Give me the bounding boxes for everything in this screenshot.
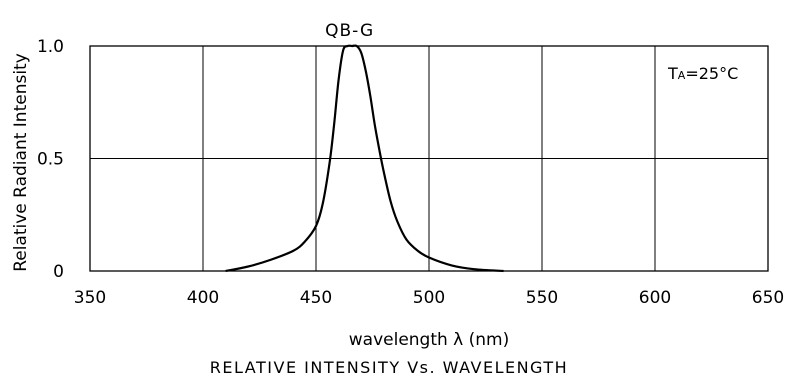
temperature-annotation: TA=25°C xyxy=(667,64,738,83)
annotation-rest: =25°C xyxy=(685,64,738,83)
y-tick-labels: 0 0.5 1.0 xyxy=(37,37,64,282)
annotation-subscript: A xyxy=(678,69,686,82)
x-tick-label-400: 400 xyxy=(187,288,219,308)
y-tick-label-1.0: 1.0 xyxy=(37,37,64,57)
chart-caption: RELATIVE INTENSITY Vs. WAVELENGTH xyxy=(210,358,568,377)
annotation-main: T xyxy=(667,64,678,83)
y-axis-title: Relative Radiant Intensity xyxy=(11,53,31,272)
y-tick-label-0: 0 xyxy=(53,262,64,282)
series-label: QB-G xyxy=(325,21,374,41)
x-axis-title: wavelength λ (nm) xyxy=(349,330,510,350)
grid-layer xyxy=(90,46,768,271)
x-tick-label-350: 350 xyxy=(74,288,106,308)
x-tick-label-550: 550 xyxy=(526,288,558,308)
plot-frame xyxy=(89,45,769,272)
x-tick-label-650: 650 xyxy=(752,288,784,308)
x-tick-label-600: 600 xyxy=(639,288,671,308)
series-layer xyxy=(225,44,504,273)
x-tick-label-450: 450 xyxy=(300,288,332,308)
x-tick-label-500: 500 xyxy=(413,288,445,308)
series-line-0 xyxy=(225,44,504,273)
x-tick-labels: 350 400 450 500 550 600 650 xyxy=(74,288,784,308)
y-tick-label-0.5: 0.5 xyxy=(37,150,64,170)
